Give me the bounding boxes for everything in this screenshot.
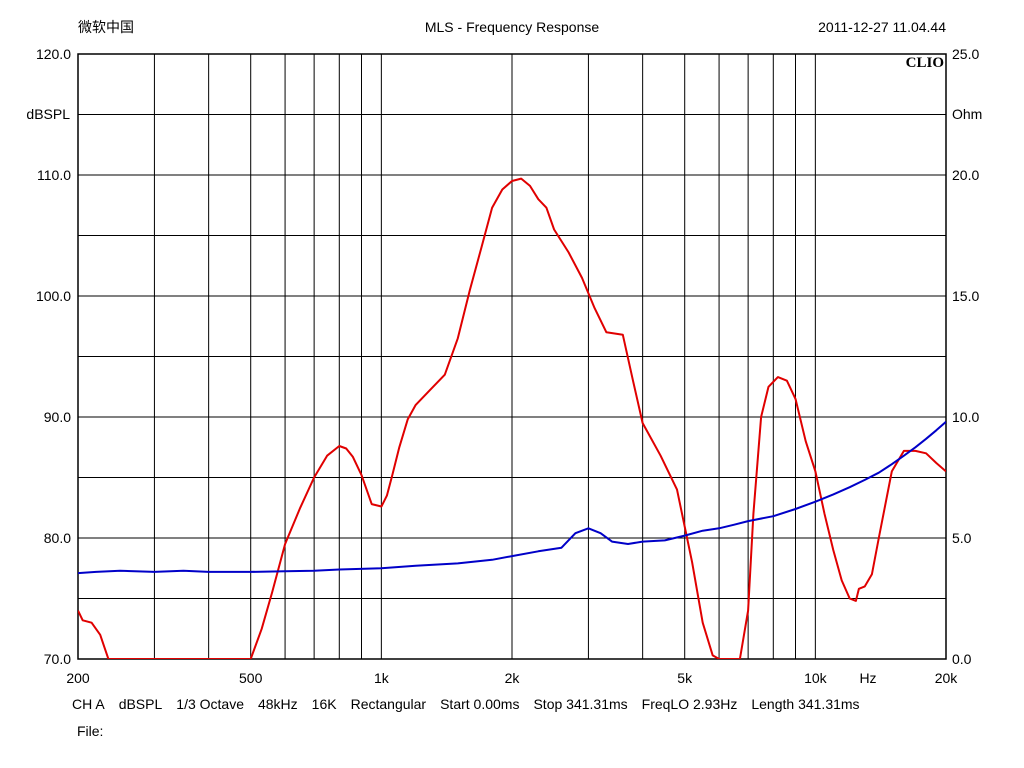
- measurement-info-item: Length 341.31ms: [751, 696, 860, 712]
- y2-tick-label: 5.0: [952, 530, 972, 546]
- measurement-info-item: CH A: [72, 696, 105, 712]
- y-tick-label: 80.0: [44, 530, 71, 546]
- x-tick-label: 2k: [505, 670, 521, 686]
- measurement-info-item: 48kHz: [257, 696, 298, 712]
- x-tick-label: 10k: [804, 670, 828, 686]
- clio-logo: CLIO: [906, 55, 944, 71]
- y2-tick-label: 10.0: [952, 409, 979, 425]
- x-tick-label: 1k: [374, 670, 390, 686]
- x-tick-label: 20k: [935, 670, 959, 686]
- measurement-info-item: Start 0.00ms: [440, 696, 520, 712]
- x-tick-label: 200: [66, 670, 90, 686]
- axis-ticks: 200 500 1k 2k 5k 10k 20k 70.0 80.0 90.0 100.0 110.0…: [36, 46, 980, 686]
- y-tick-label: 100.0: [36, 288, 71, 304]
- measurement-info-item: 1/3 Octave: [176, 696, 244, 712]
- chart-title: MLS - Frequency Response: [425, 19, 600, 35]
- measurement-info-item: Rectangular: [350, 696, 427, 712]
- measurement-info-item: dBSPL: [118, 696, 163, 712]
- x-tick-label: 5k: [677, 670, 693, 686]
- y2-tick-label: 15.0: [952, 288, 979, 304]
- spl-curve: [78, 177, 946, 659]
- y2-tick-label: 25.0: [952, 46, 979, 62]
- measurement-info-item: Stop 341.31ms: [533, 696, 628, 712]
- y-tick-label: 110.0: [37, 167, 71, 183]
- impedance-curve: [78, 421, 946, 575]
- x-axis-label: Hz: [859, 670, 876, 686]
- measurement-info-item: 16K: [311, 696, 337, 712]
- x-tick-label: 500: [239, 670, 263, 686]
- y2-tick-label: 0.0: [952, 651, 972, 667]
- y2-tick-label: 20.0: [952, 167, 979, 183]
- right-axis-label: Ohm: [952, 106, 982, 122]
- timestamp: 2011-12-27 11.04.44: [818, 19, 946, 35]
- y-tick-label: 70.0: [44, 651, 71, 667]
- measurement-info: CH A dBSPL 1/3 Octave 48kHz 16K Rectangular St…: [72, 696, 874, 712]
- curves: [78, 177, 946, 659]
- header-left-text: 微软中国: [78, 19, 134, 35]
- measurement-info-item: FreqLO 2.93Hz: [641, 696, 738, 712]
- file-label: File:: [77, 723, 104, 739]
- y-tick-label: 90.0: [44, 409, 71, 425]
- y-tick-label: 120.0: [36, 46, 71, 62]
- grid: [78, 54, 946, 659]
- left-axis-label: dBSPL: [26, 106, 70, 122]
